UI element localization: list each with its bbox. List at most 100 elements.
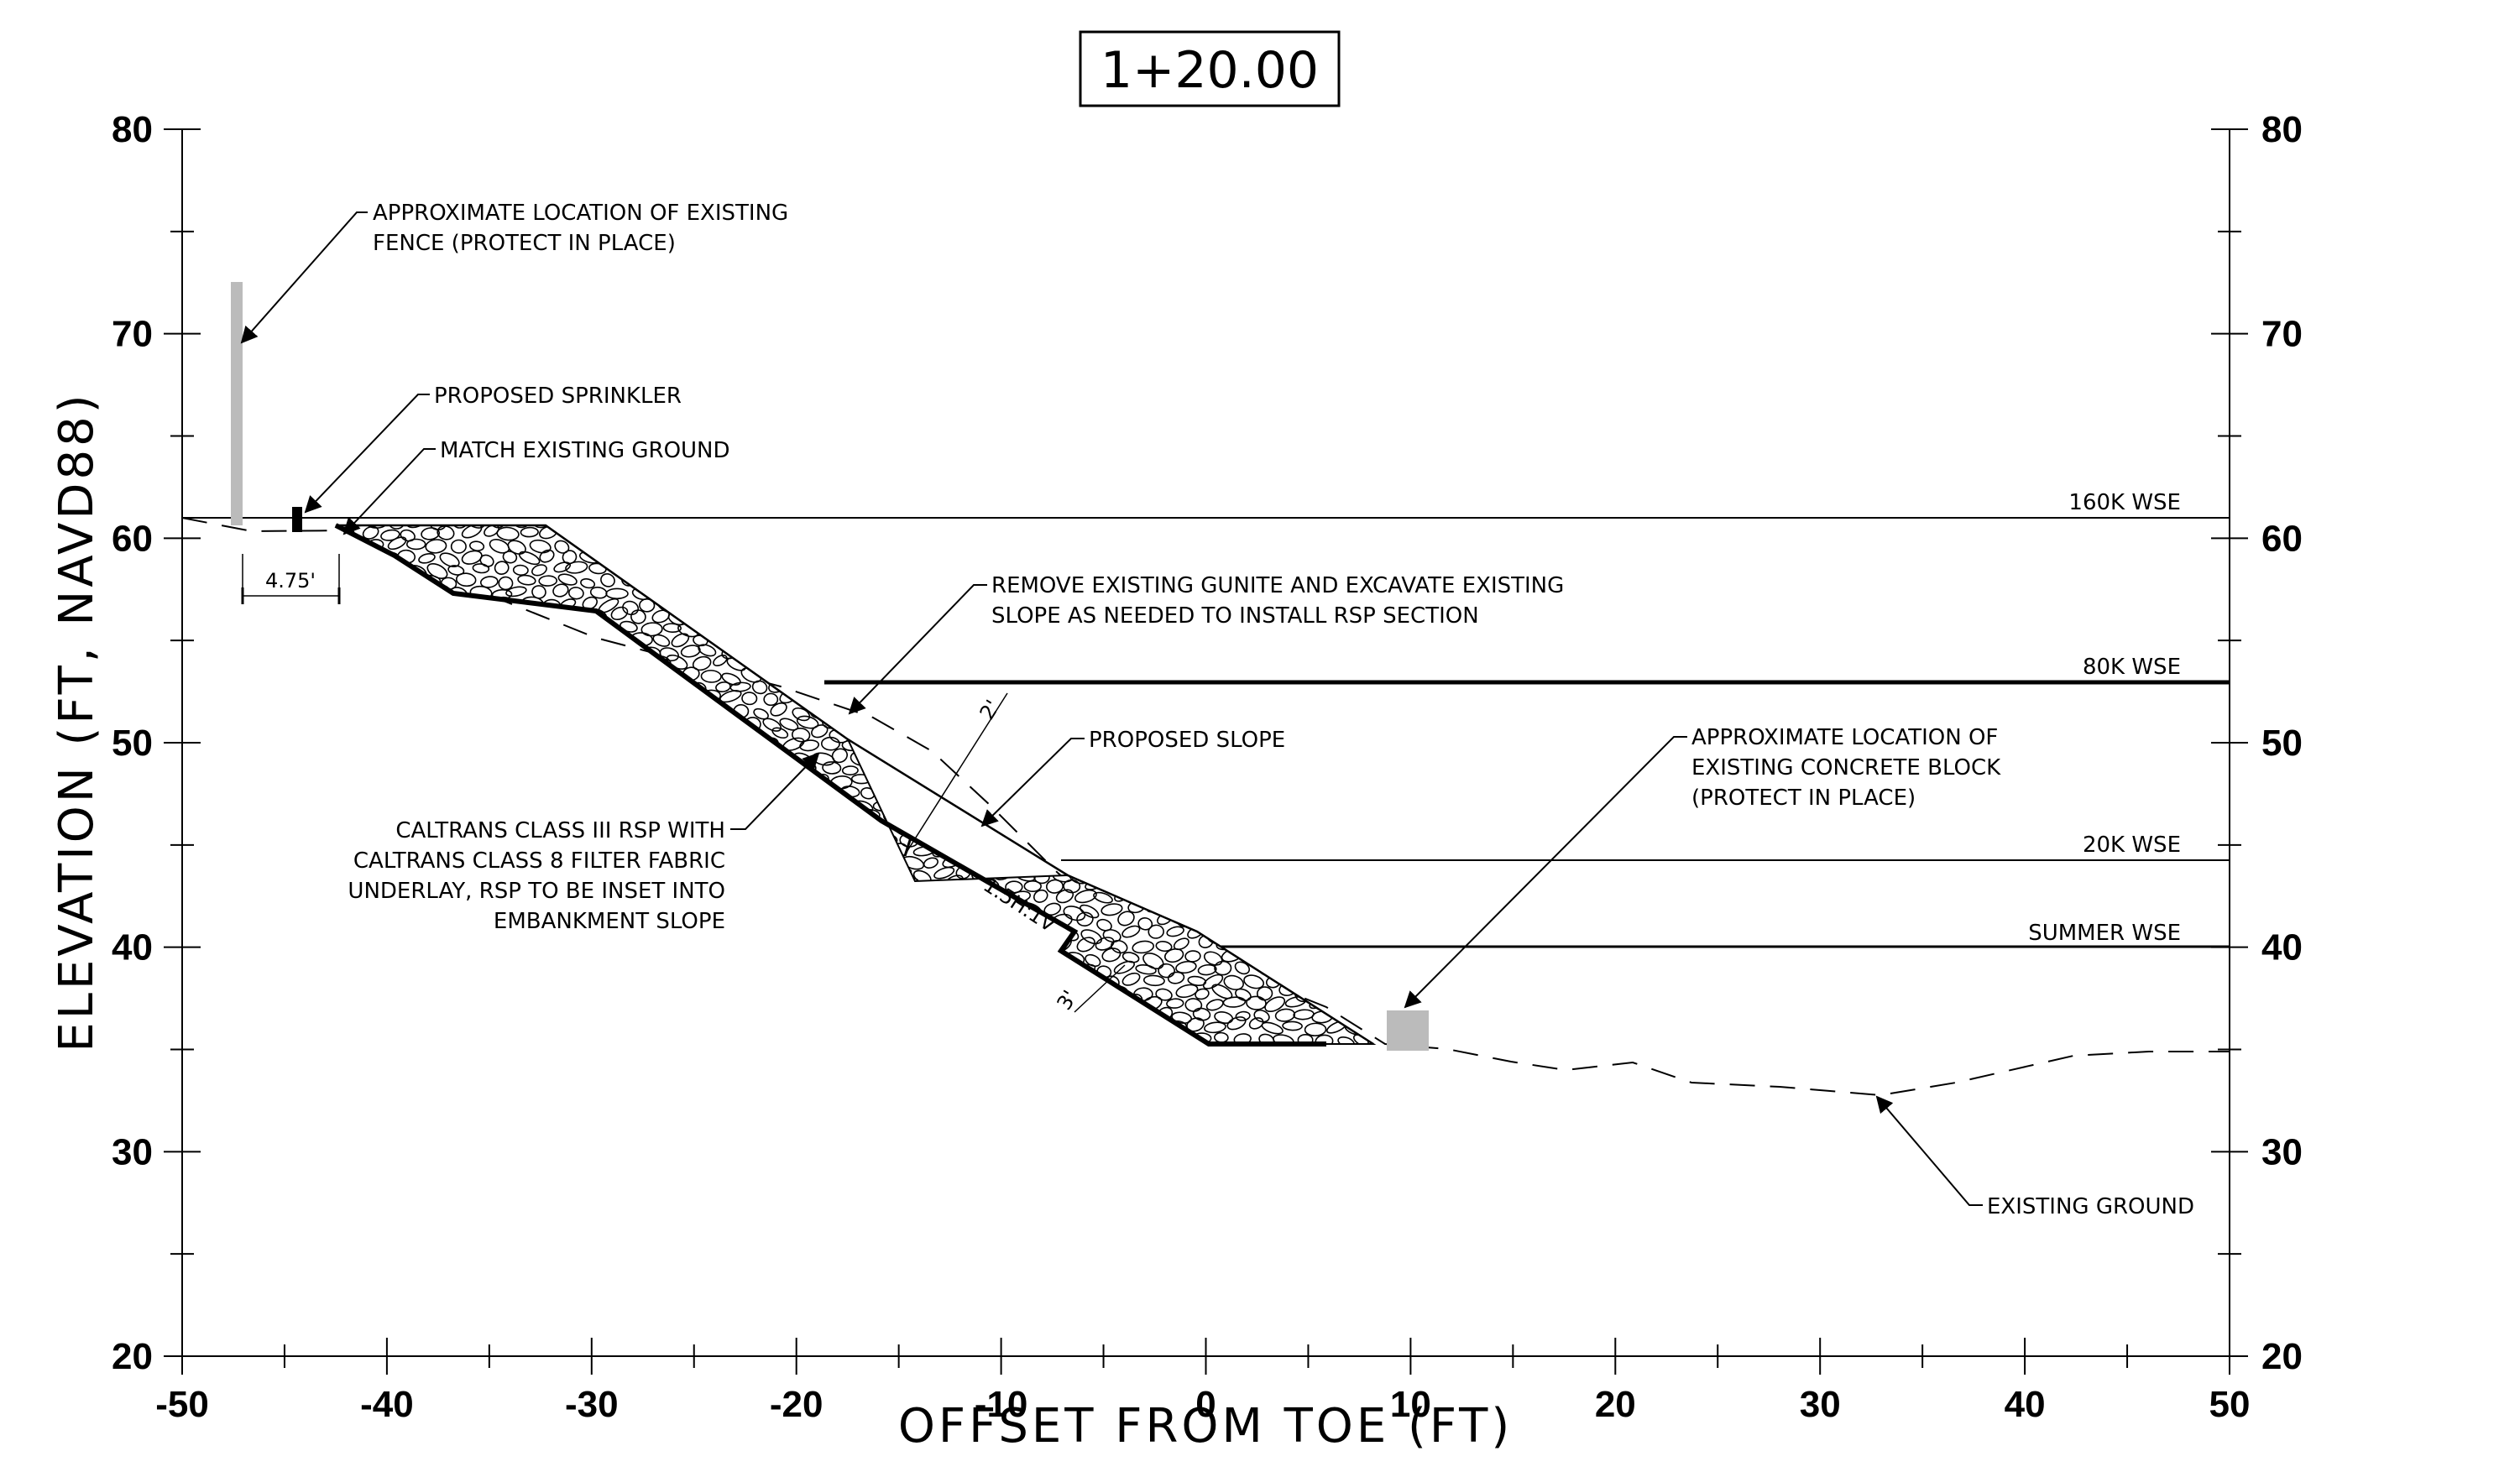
riprap-stone: [418, 974, 442, 989]
riprap-stone: [932, 525, 948, 527]
riprap-stone: [983, 788, 1001, 799]
callout-rsp-line-3: UNDERLAY, RSP TO BE INSET INTO: [348, 879, 725, 904]
riprap-stone: [980, 760, 1001, 775]
riprap-stone: [982, 739, 997, 754]
riprap-stone: [1125, 880, 1147, 892]
riprap-stone: [671, 633, 690, 648]
riprap-stone: [479, 576, 499, 588]
riprap-stone: [509, 703, 528, 715]
riprap-stone: [426, 705, 442, 720]
riprap-stone: [1327, 926, 1347, 939]
riprap-stone: [736, 609, 752, 624]
riprap-stone: [1023, 831, 1047, 846]
riprap-stone: [758, 595, 779, 611]
riprap-stone: [387, 706, 405, 718]
riprap-stone: [1358, 776, 1373, 788]
riprap-stone: [973, 655, 991, 666]
riprap-stone: [1132, 821, 1148, 833]
riprap-stone: [955, 731, 971, 744]
riprap-stone: [426, 728, 448, 741]
riprap-stone: [1325, 810, 1343, 825]
riprap-stone: [1257, 891, 1278, 902]
riprap-stone: [843, 644, 860, 660]
riprap-stone: [1018, 656, 1034, 669]
riprap-stone: [1255, 938, 1272, 950]
riprap-stone: [860, 859, 881, 874]
riprap-stone: [605, 587, 629, 600]
riprap-stone: [929, 657, 951, 670]
riprap-stone: [410, 728, 432, 739]
riprap-stone: [359, 737, 377, 749]
riprap-stone: [426, 1009, 448, 1024]
riprap-stone: [830, 890, 848, 906]
riprap-stone: [832, 525, 850, 528]
riprap-stone: [400, 1018, 423, 1033]
riprap-stone: [1101, 947, 1121, 963]
riprap-stone: [1304, 906, 1324, 917]
riprap-stone: [971, 727, 991, 738]
riprap-stone: [351, 659, 367, 674]
riprap-stone: [871, 565, 891, 579]
riprap-stone: [783, 953, 803, 968]
riprap-stone: [649, 937, 669, 950]
riprap-stone: [809, 1031, 833, 1044]
riprap-stone: [725, 786, 741, 799]
riprap-stone: [1247, 882, 1263, 894]
riprap-stone: [828, 607, 850, 623]
riprap-stone: [813, 562, 834, 575]
riprap-stone: [487, 655, 507, 671]
riprap-stone: [348, 912, 365, 927]
riprap-stone: [801, 645, 818, 656]
riprap-stone: [1304, 928, 1322, 942]
riprap-stone: [1282, 1020, 1303, 1031]
riprap-stone: [1274, 936, 1291, 950]
riprap-stone: [993, 916, 1014, 931]
riprap-stone: [862, 644, 884, 657]
riprap-stone: [336, 984, 350, 998]
riprap-stone: [661, 715, 677, 730]
riprap-stone: [371, 611, 390, 625]
riprap-stone: [1235, 1010, 1251, 1021]
riprap-stone: [912, 725, 931, 741]
riprap-stone: [548, 609, 567, 624]
riprap-stone: [1042, 739, 1061, 752]
riprap-stone: [868, 1007, 890, 1021]
riprap-stone: [518, 975, 539, 986]
riprap-stone: [635, 549, 658, 562]
riprap-stone: [1095, 817, 1114, 833]
riprap-stone: [547, 986, 569, 1000]
riprap-stone: [661, 692, 682, 704]
riprap-stone: [844, 597, 863, 611]
riprap-stone: [983, 951, 1000, 966]
riprap-stone: [1213, 869, 1236, 883]
riprap-stone: [870, 911, 891, 928]
riprap-stone: [405, 986, 426, 1000]
riprap-stone: [719, 762, 738, 776]
riprap-stone: [1084, 645, 1106, 657]
riprap-stone: [1164, 692, 1183, 705]
riprap-stone: [1174, 658, 1195, 671]
riprap-stone: [612, 525, 630, 530]
riprap-stone: [564, 715, 582, 728]
riprap-stone: [368, 937, 390, 952]
callout-rsp-line-2: CALTRANS CLASS 8 FILTER FABRIC: [353, 848, 725, 874]
riprap-stone: [762, 718, 782, 732]
riprap-stone: [783, 1024, 803, 1035]
riprap-stone: [1224, 878, 1242, 892]
riprap-stone: [1137, 917, 1153, 931]
riprap-stone: [336, 634, 346, 649]
riprap-stone: [923, 998, 944, 1010]
riprap-stone: [336, 764, 357, 778]
riprap-stone: [873, 683, 888, 696]
riprap-stone: [638, 783, 656, 798]
riprap-stone: [731, 841, 748, 856]
riprap-stone: [1133, 635, 1153, 647]
riprap-stone: [982, 974, 997, 986]
riprap-stone: [1116, 654, 1136, 669]
riprap-stone: [599, 648, 620, 660]
riprap-stone: [428, 632, 444, 646]
riprap-stone: [1343, 664, 1364, 680]
wse-summer: SUMMER WSE: [1209, 921, 2230, 948]
riprap-stone: [693, 937, 709, 951]
riprap-stone: [741, 737, 757, 750]
